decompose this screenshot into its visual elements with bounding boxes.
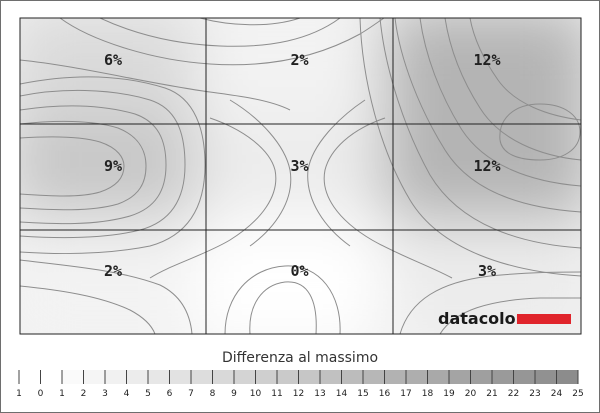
legend-swatch-6 xyxy=(148,370,170,384)
heat-cell-2-0 xyxy=(20,220,216,334)
legend-tick-label-1: 0 xyxy=(38,389,44,399)
legend-swatch-24 xyxy=(535,370,557,384)
legend-swatch-14 xyxy=(320,370,342,384)
legend-swatch-4 xyxy=(105,370,127,384)
legend-tick-label-15: 14 xyxy=(336,389,348,399)
contour-lines xyxy=(20,18,581,334)
legend-swatch-1 xyxy=(40,370,63,384)
legend-title: Differenza al massimo xyxy=(222,350,378,366)
legend-swatch-20 xyxy=(449,370,471,384)
legend-tick-label-16: 15 xyxy=(357,389,368,399)
legend-tick-label-19: 18 xyxy=(422,389,434,399)
legend-tick-label-4: 3 xyxy=(102,389,108,399)
cell-label-0-2: 12% xyxy=(473,51,500,69)
legend-tick-label-18: 17 xyxy=(400,389,411,399)
legend-tick-label-17: 16 xyxy=(379,389,391,399)
legend-swatch-21 xyxy=(470,370,493,384)
legend-scale: 1 0 1 2 3 4 5 6 7 8 9 10 11 12 13 14 15 16 17 18 19 20 21 22 23 2… xyxy=(16,370,584,399)
legend-tick-label-25: 24 xyxy=(551,389,563,399)
legend-tick-label-3: 2 xyxy=(81,389,87,399)
legend-tick-label-10: 9 xyxy=(231,389,237,399)
legend-tick-label-13: 12 xyxy=(293,389,304,399)
cell-label-0-1: 2% xyxy=(290,51,308,69)
legend-tick-label-6: 5 xyxy=(145,389,151,399)
legend-swatch-17 xyxy=(384,370,407,384)
legend-swatch-10 xyxy=(234,370,256,384)
legend-swatch-22 xyxy=(492,370,514,384)
legend-tick-label-26: 25 xyxy=(572,389,583,399)
legend-swatch-23 xyxy=(513,370,536,384)
cell-label-2-1: 0% xyxy=(290,262,308,280)
heat-cell-2-1 xyxy=(196,220,403,334)
heat-cell-1-2 xyxy=(383,114,581,240)
legend-swatch-18 xyxy=(406,370,428,384)
legend-tick-label-7: 6 xyxy=(167,389,173,399)
cell-label-1-2: 12% xyxy=(473,157,500,175)
plot-border xyxy=(19,17,582,335)
legend-tick-label-14: 13 xyxy=(314,389,325,399)
legend-swatch-0 xyxy=(19,370,41,384)
legend-swatch-8 xyxy=(191,370,213,384)
legend-tick-label-12: 11 xyxy=(271,389,282,399)
cell-label-0-0: 6% xyxy=(104,51,122,69)
cell-label-1-1: 3% xyxy=(290,157,308,175)
legend-swatch-11 xyxy=(255,370,278,384)
legend-tick-label-8: 7 xyxy=(188,389,194,399)
legend-swatch-9 xyxy=(212,370,235,384)
legend-swatch-25 xyxy=(556,370,579,384)
logo-text: datacolor xyxy=(438,309,524,328)
zone-grid xyxy=(19,17,582,335)
cell-label-2-2: 3% xyxy=(478,262,496,280)
cell-labels: 6% 2% 12% 9% 3% 12% 2% 0% 3% xyxy=(104,51,501,280)
logo-bar xyxy=(517,314,571,324)
legend-tick-label-11: 10 xyxy=(250,389,262,399)
legend-swatch-16 xyxy=(363,370,385,384)
legend-swatch-12 xyxy=(277,370,299,384)
legend-tick-label-23: 22 xyxy=(508,389,519,399)
datacolor-logo: datacolor xyxy=(438,309,571,328)
legend-swatch-15 xyxy=(341,370,364,384)
legend-tick-label-5: 4 xyxy=(124,389,130,399)
legend-swatch-2 xyxy=(62,370,84,384)
legend-tick-label-2: 1 xyxy=(59,389,65,399)
legend-swatch-13 xyxy=(298,370,321,384)
cell-label-1-0: 9% xyxy=(104,157,122,175)
heat-cell-1-1 xyxy=(196,114,403,240)
legend-tick-label-0: 1 xyxy=(16,389,22,399)
cell-label-2-0: 2% xyxy=(104,262,122,280)
legend-swatch-19 xyxy=(427,370,450,384)
legend-tick-label-9: 8 xyxy=(210,389,216,399)
legend-tick-label-21: 20 xyxy=(465,389,477,399)
legend-swatch-7 xyxy=(169,370,192,384)
legend-tick-label-24: 23 xyxy=(529,389,540,399)
legend-swatch-5 xyxy=(126,370,149,384)
legend-tick-label-20: 19 xyxy=(443,389,455,399)
legend-tick-label-22: 21 xyxy=(486,389,497,399)
legend-swatch-3 xyxy=(83,370,106,384)
heat-surface xyxy=(20,18,581,334)
